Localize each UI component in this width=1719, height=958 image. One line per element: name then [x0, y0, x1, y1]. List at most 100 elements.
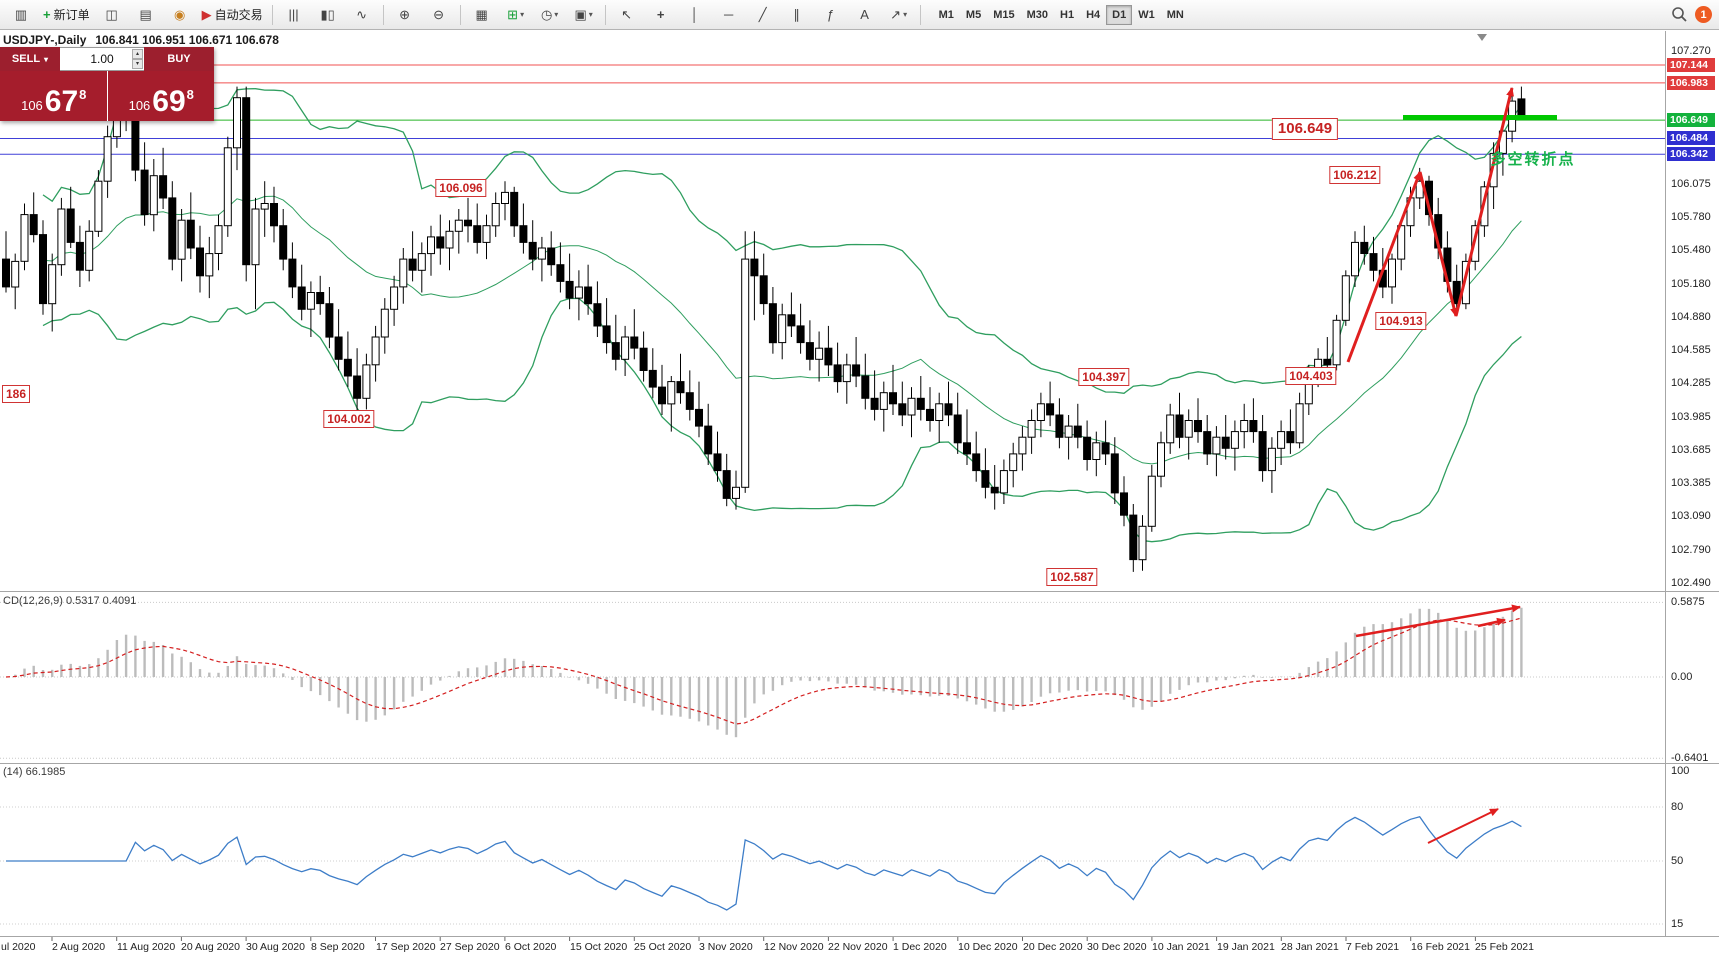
alerts-icon[interactable]: ◉ — [164, 3, 196, 27]
text-icon: A — [860, 7, 869, 22]
search-icon[interactable] — [1671, 6, 1688, 23]
zoom-in-icon: ⊕ — [399, 6, 411, 22]
alerts-icon: ◉ — [173, 6, 186, 22]
line-chart-icon: ∿ — [356, 6, 368, 22]
vertical-line-icon: │ — [690, 7, 699, 22]
time-scale[interactable] — [0, 936, 1665, 958]
vertical-line-icon[interactable]: │ — [679, 3, 711, 27]
toolbar-separator — [919, 4, 921, 25]
zoom-out-icon: ⊖ — [433, 6, 445, 22]
candles-layer — [2, 81, 1526, 572]
buy-price-button[interactable]: 106 69 8 — [107, 71, 214, 121]
toolbar-separator — [459, 4, 461, 25]
timeframe-m5[interactable]: M5 — [965, 8, 982, 21]
chart-shift-marker — [1477, 34, 1487, 41]
bar-chart-icon: ||| — [288, 7, 299, 22]
one-click-trading-panel: SELL ▾ 1.00 ▴ ▾ BUY 106 67 8 106 69 8 — [0, 47, 214, 121]
arrows-icon[interactable]: ↗ ▾ — [883, 3, 915, 27]
indicators-icon[interactable]: ⊞ ▾ — [500, 3, 532, 27]
chart-window-icon[interactable]: ◫ — [96, 3, 128, 27]
candlestick-chart-icon: ▮▯ — [320, 6, 335, 22]
main-toolbar: ▥ + 新订单 ◫ ▤ ◉ ▶ 自动交易 ||| ▮▯ ∿ ⊕ ⊖ ▦ ⊞ ▾ ◷ ▾ ▣ ▾ ↖ + │ ─ ╱ ∥ ƒ A ↗ ▾ M1… — [0, 0, 1719, 30]
bollinger-lower-band — [42, 297, 1522, 543]
toolbar-separator — [382, 4, 384, 25]
timeframe-h4[interactable]: H4 — [1086, 8, 1101, 21]
auto-trading-button[interactable]: ▶ 自动交易 — [198, 3, 267, 27]
macd-signal-line — [5, 617, 1522, 725]
panel-separators — [0, 31, 1719, 941]
crosshair-icon[interactable]: + — [645, 3, 677, 27]
periods-icon[interactable]: ◷ ▾ — [534, 3, 566, 27]
channel-icon: ∥ — [793, 6, 800, 22]
sell-price-button[interactable]: 106 67 8 — [0, 71, 108, 121]
zoom-in-icon[interactable]: ⊕ — [389, 3, 421, 27]
buy-label: BUY — [167, 53, 191, 65]
trend-arrow — [1427, 808, 1499, 844]
volume-value: 1.00 — [90, 52, 114, 66]
fibonacci-icon: ƒ — [827, 7, 835, 22]
new-order-button-label: 新订单 — [53, 8, 90, 22]
candlestick-chart-icon[interactable]: ▮▯ — [312, 3, 344, 27]
trend-arrow — [1418, 171, 1458, 317]
trend-arrow — [1454, 87, 1514, 317]
support-level-segment — [1403, 115, 1557, 120]
zoom-out-icon[interactable]: ⊖ — [423, 3, 455, 27]
new-order-icon: + — [43, 7, 51, 22]
print-icon[interactable]: ▤ — [130, 3, 162, 27]
timeframe-m1[interactable]: M1 — [938, 8, 954, 21]
chart-window-icon: ◫ — [105, 6, 118, 22]
notification-badge[interactable]: 1 — [1695, 6, 1712, 23]
charts-icon[interactable]: ▥ — [5, 3, 37, 27]
volume-spinner[interactable]: ▴ ▾ — [132, 49, 143, 69]
templates-icon: ▣ — [574, 6, 587, 22]
new-order-button[interactable]: + 新订单 — [39, 3, 94, 27]
cursor-icon[interactable]: ↖ — [611, 3, 643, 27]
trend-arrow — [1477, 617, 1506, 628]
sell-price-main: 106 — [21, 98, 43, 113]
charts-icon: ▥ — [14, 6, 28, 22]
chevron-down-icon: ▾ — [588, 10, 593, 19]
price-scale[interactable] — [1665, 30, 1719, 936]
macd-histogram — [13, 607, 1523, 738]
trendline-icon[interactable]: ╱ — [747, 3, 779, 27]
timeframe-m15[interactable]: M15 — [993, 8, 1015, 21]
bollinger-upper-band — [42, 88, 1522, 394]
chart-title: USDJPY-,Daily 106.841 106.951 106.671 106… — [3, 33, 279, 47]
macd-panel — [0, 601, 1665, 759]
horizontal-line-icon[interactable]: ─ — [713, 3, 745, 27]
spinner-down-icon[interactable]: ▾ — [132, 59, 143, 69]
tile-windows-icon: ▦ — [475, 6, 488, 22]
timeframe-w1[interactable]: W1 — [1138, 8, 1155, 21]
buy-price-sup: 8 — [186, 87, 194, 102]
buy-header[interactable]: BUY — [144, 47, 214, 71]
sell-price-sup: 8 — [79, 87, 87, 102]
timeframe-m30[interactable]: M30 — [1026, 8, 1048, 21]
tile-windows-icon[interactable]: ▦ — [466, 3, 498, 27]
timeframe-h1[interactable]: H1 — [1060, 8, 1075, 21]
chevron-down-icon: ▾ — [44, 54, 49, 64]
timeframe-d1[interactable]: D1 — [1106, 4, 1133, 25]
fibonacci-icon[interactable]: ƒ — [815, 3, 847, 27]
text-icon[interactable]: A — [849, 3, 881, 27]
line-chart-icon[interactable]: ∿ — [346, 3, 378, 27]
arrows-icon: ↗ — [890, 6, 902, 22]
bar-chart-icon[interactable]: ||| — [278, 3, 310, 27]
buy-price-main: 106 — [128, 98, 151, 113]
sell-label: SELL — [11, 53, 41, 65]
volume-input[interactable]: 1.00 ▴ ▾ — [60, 47, 144, 71]
templates-icon[interactable]: ▣ ▾ — [568, 3, 600, 27]
rsi-panel — [0, 806, 1665, 925]
timeframe-mn[interactable]: MN — [1166, 8, 1184, 21]
spinner-up-icon[interactable]: ▴ — [132, 49, 143, 59]
auto-trading-button-label: 自动交易 — [214, 8, 263, 22]
toolbar-right: 1 — [1671, 6, 1715, 23]
rsi-line — [6, 816, 1522, 911]
horizontal-line-icon: ─ — [724, 7, 734, 22]
periods-icon: ◷ — [540, 6, 553, 22]
sell-header-dropdown[interactable]: SELL ▾ — [0, 47, 60, 71]
buy-price-big: 69 — [152, 85, 186, 118]
chevron-down-icon: ▾ — [554, 10, 559, 19]
channel-icon[interactable]: ∥ — [781, 3, 813, 27]
toolbar-buttons: ▥ + 新订单 ◫ ▤ ◉ ▶ 自动交易 ||| ▮▯ ∿ ⊕ ⊖ ▦ ⊞ ▾ ◷ ▾ ▣ ▾ ↖ + │ ─ ╱ ∥ ƒ A ↗ ▾ M1… — [4, 3, 1190, 27]
